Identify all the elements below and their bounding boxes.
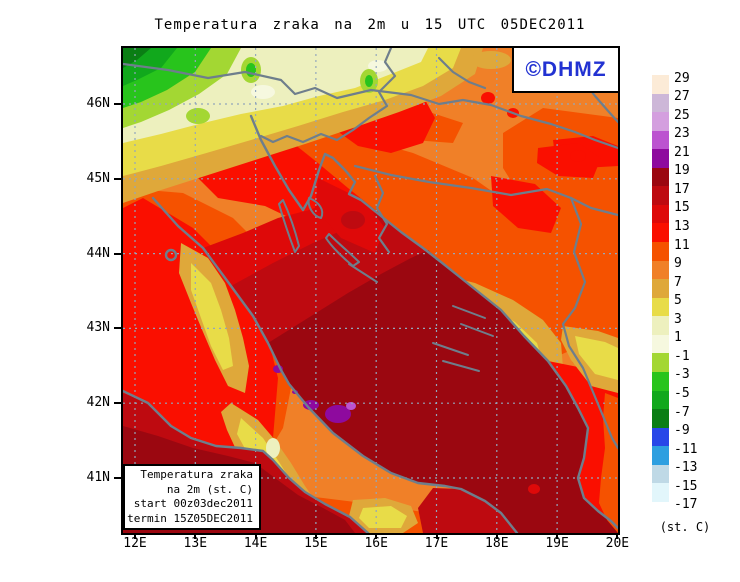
graticule-grid xyxy=(123,48,618,533)
colorbar-label--5: -5 xyxy=(674,386,690,402)
lon-tick-17E xyxy=(435,533,438,539)
colorbar-unit-label: (st. C) xyxy=(659,520,711,534)
colorbar-label-25: 25 xyxy=(674,107,690,123)
colorbar-label-21: 21 xyxy=(674,144,690,160)
lon-label-18E: 18E xyxy=(485,536,509,551)
colorbar-label-3: 3 xyxy=(674,311,682,327)
map-info-legend: Temperatura zraka na 2m (st. C) start 00… xyxy=(123,464,261,530)
lat-tick-45N xyxy=(114,177,121,180)
lat-label-46N: 46N xyxy=(86,96,110,111)
colorbar-swatch-9 xyxy=(652,260,669,280)
lon-tick-15E xyxy=(314,533,317,539)
colorbar-label--17: -17 xyxy=(674,497,698,513)
colorbar-swatch-17 xyxy=(652,186,669,206)
colorbar-label--9: -9 xyxy=(674,423,690,439)
lat-tick-41N xyxy=(114,477,121,479)
lon-label-19E: 19E xyxy=(545,536,569,551)
colorbar-swatch-21 xyxy=(652,149,669,169)
temperature-map-svg xyxy=(123,48,618,533)
colorbar-swatch-19 xyxy=(652,167,669,187)
colorbar-swatch--5 xyxy=(652,390,669,410)
coastline-layer xyxy=(123,114,618,533)
legend-line-1: Temperatura zraka xyxy=(140,468,253,481)
colorbar-label-13: 13 xyxy=(674,218,690,234)
colorbar-label-7: 7 xyxy=(674,274,682,290)
lat-tick-43N xyxy=(114,327,121,330)
colorbar-label-5: 5 xyxy=(674,293,682,309)
lon-tick-12E xyxy=(134,533,136,539)
colorbar-swatch-1 xyxy=(652,334,669,354)
lat-label-42N: 42N xyxy=(86,395,110,411)
lat-label-44N: 44N xyxy=(86,245,110,261)
colorbar-label-9: 9 xyxy=(674,256,682,272)
dhmz-watermark-box: ©DHMZ xyxy=(512,46,620,93)
colorbar-swatch--9 xyxy=(652,427,669,447)
colorbar-swatch-15 xyxy=(652,204,669,224)
lon-tick-14E xyxy=(254,533,257,539)
lon-label-14E: 14E xyxy=(243,536,268,551)
colorbar-label-15: 15 xyxy=(674,200,690,216)
colorbar-swatch-29 xyxy=(652,75,669,95)
colorbar-label-29: 29 xyxy=(674,70,690,86)
colorbar-label-27: 27 xyxy=(674,89,690,105)
colorbar-swatch-11 xyxy=(652,242,669,262)
east-coastal-band-layer xyxy=(548,326,618,533)
lon-label-15E: 15E xyxy=(304,536,328,551)
colorbar-swatch--15 xyxy=(652,483,669,503)
legend-line-4: termin 15Z05DEC2011 xyxy=(127,511,253,525)
legend-line-3: start 00z03dec2011 xyxy=(133,497,253,510)
colorbar-swatch-13 xyxy=(652,223,669,243)
colorbar-label-19: 19 xyxy=(674,163,690,179)
lat-tick-46N xyxy=(114,103,121,105)
island-outline-layer xyxy=(278,197,494,372)
colorbar-swatch-7 xyxy=(652,279,669,299)
lon-tick-16E xyxy=(375,533,378,539)
lon-label-13E: 13E xyxy=(183,536,208,551)
colorbar-swatch-3 xyxy=(652,316,669,336)
page-title: Temperatura zraka na 2m u 15 UTC 05DEC20… xyxy=(154,17,586,33)
lon-label-17E: 17E xyxy=(424,536,449,551)
colorbar-label-11: 11 xyxy=(674,237,690,253)
colorbar-swatch-25 xyxy=(652,112,669,132)
colorbar-swatch--3 xyxy=(652,371,669,391)
lon-label-12E: 12E xyxy=(123,536,147,551)
lon-tick-13E xyxy=(194,533,197,539)
lat-label-45N: 45N xyxy=(86,170,110,186)
colorbar-swatch-23 xyxy=(652,130,669,150)
lat-tick-44N xyxy=(114,252,121,255)
colorbar-label-17: 17 xyxy=(674,181,690,197)
sea-warm-core-layer xyxy=(123,178,618,533)
colorbar-label--1: -1 xyxy=(674,348,690,364)
dhmz-logo-text: ©DHMZ xyxy=(525,57,607,81)
lon-label-20E: 20E xyxy=(605,536,630,551)
map-plot-area xyxy=(121,46,620,535)
lon-tick-18E xyxy=(495,533,498,539)
colorbar-swatch-27 xyxy=(652,93,669,113)
lon-tick-19E xyxy=(556,533,559,539)
colorbar-swatch--7 xyxy=(652,409,669,429)
colorbar-label--13: -13 xyxy=(674,460,698,476)
colorbar-label--15: -15 xyxy=(674,478,698,494)
colorbar-label--3: -3 xyxy=(674,367,690,383)
lat-tick-42N xyxy=(114,402,121,405)
colorbar-label-1: 1 xyxy=(674,330,682,346)
colorbar-swatch--17 xyxy=(652,501,669,521)
colorbar-label--11: -11 xyxy=(674,441,698,457)
colorbar-label--7: -7 xyxy=(674,404,690,420)
colorbar-swatch-5 xyxy=(652,297,669,317)
legend-line-2: na 2m (st. C) xyxy=(166,482,253,496)
colorbar-swatch--1 xyxy=(652,353,669,373)
colorbar-swatch--11 xyxy=(652,446,669,466)
lon-label-16E: 16E xyxy=(364,536,388,551)
lat-label-41N: 41N xyxy=(86,470,110,485)
lat-label-43N: 43N xyxy=(86,320,110,336)
colorbar-swatch--13 xyxy=(652,464,669,484)
lon-tick-20E xyxy=(616,533,619,539)
colorbar-label-23: 23 xyxy=(674,126,690,142)
